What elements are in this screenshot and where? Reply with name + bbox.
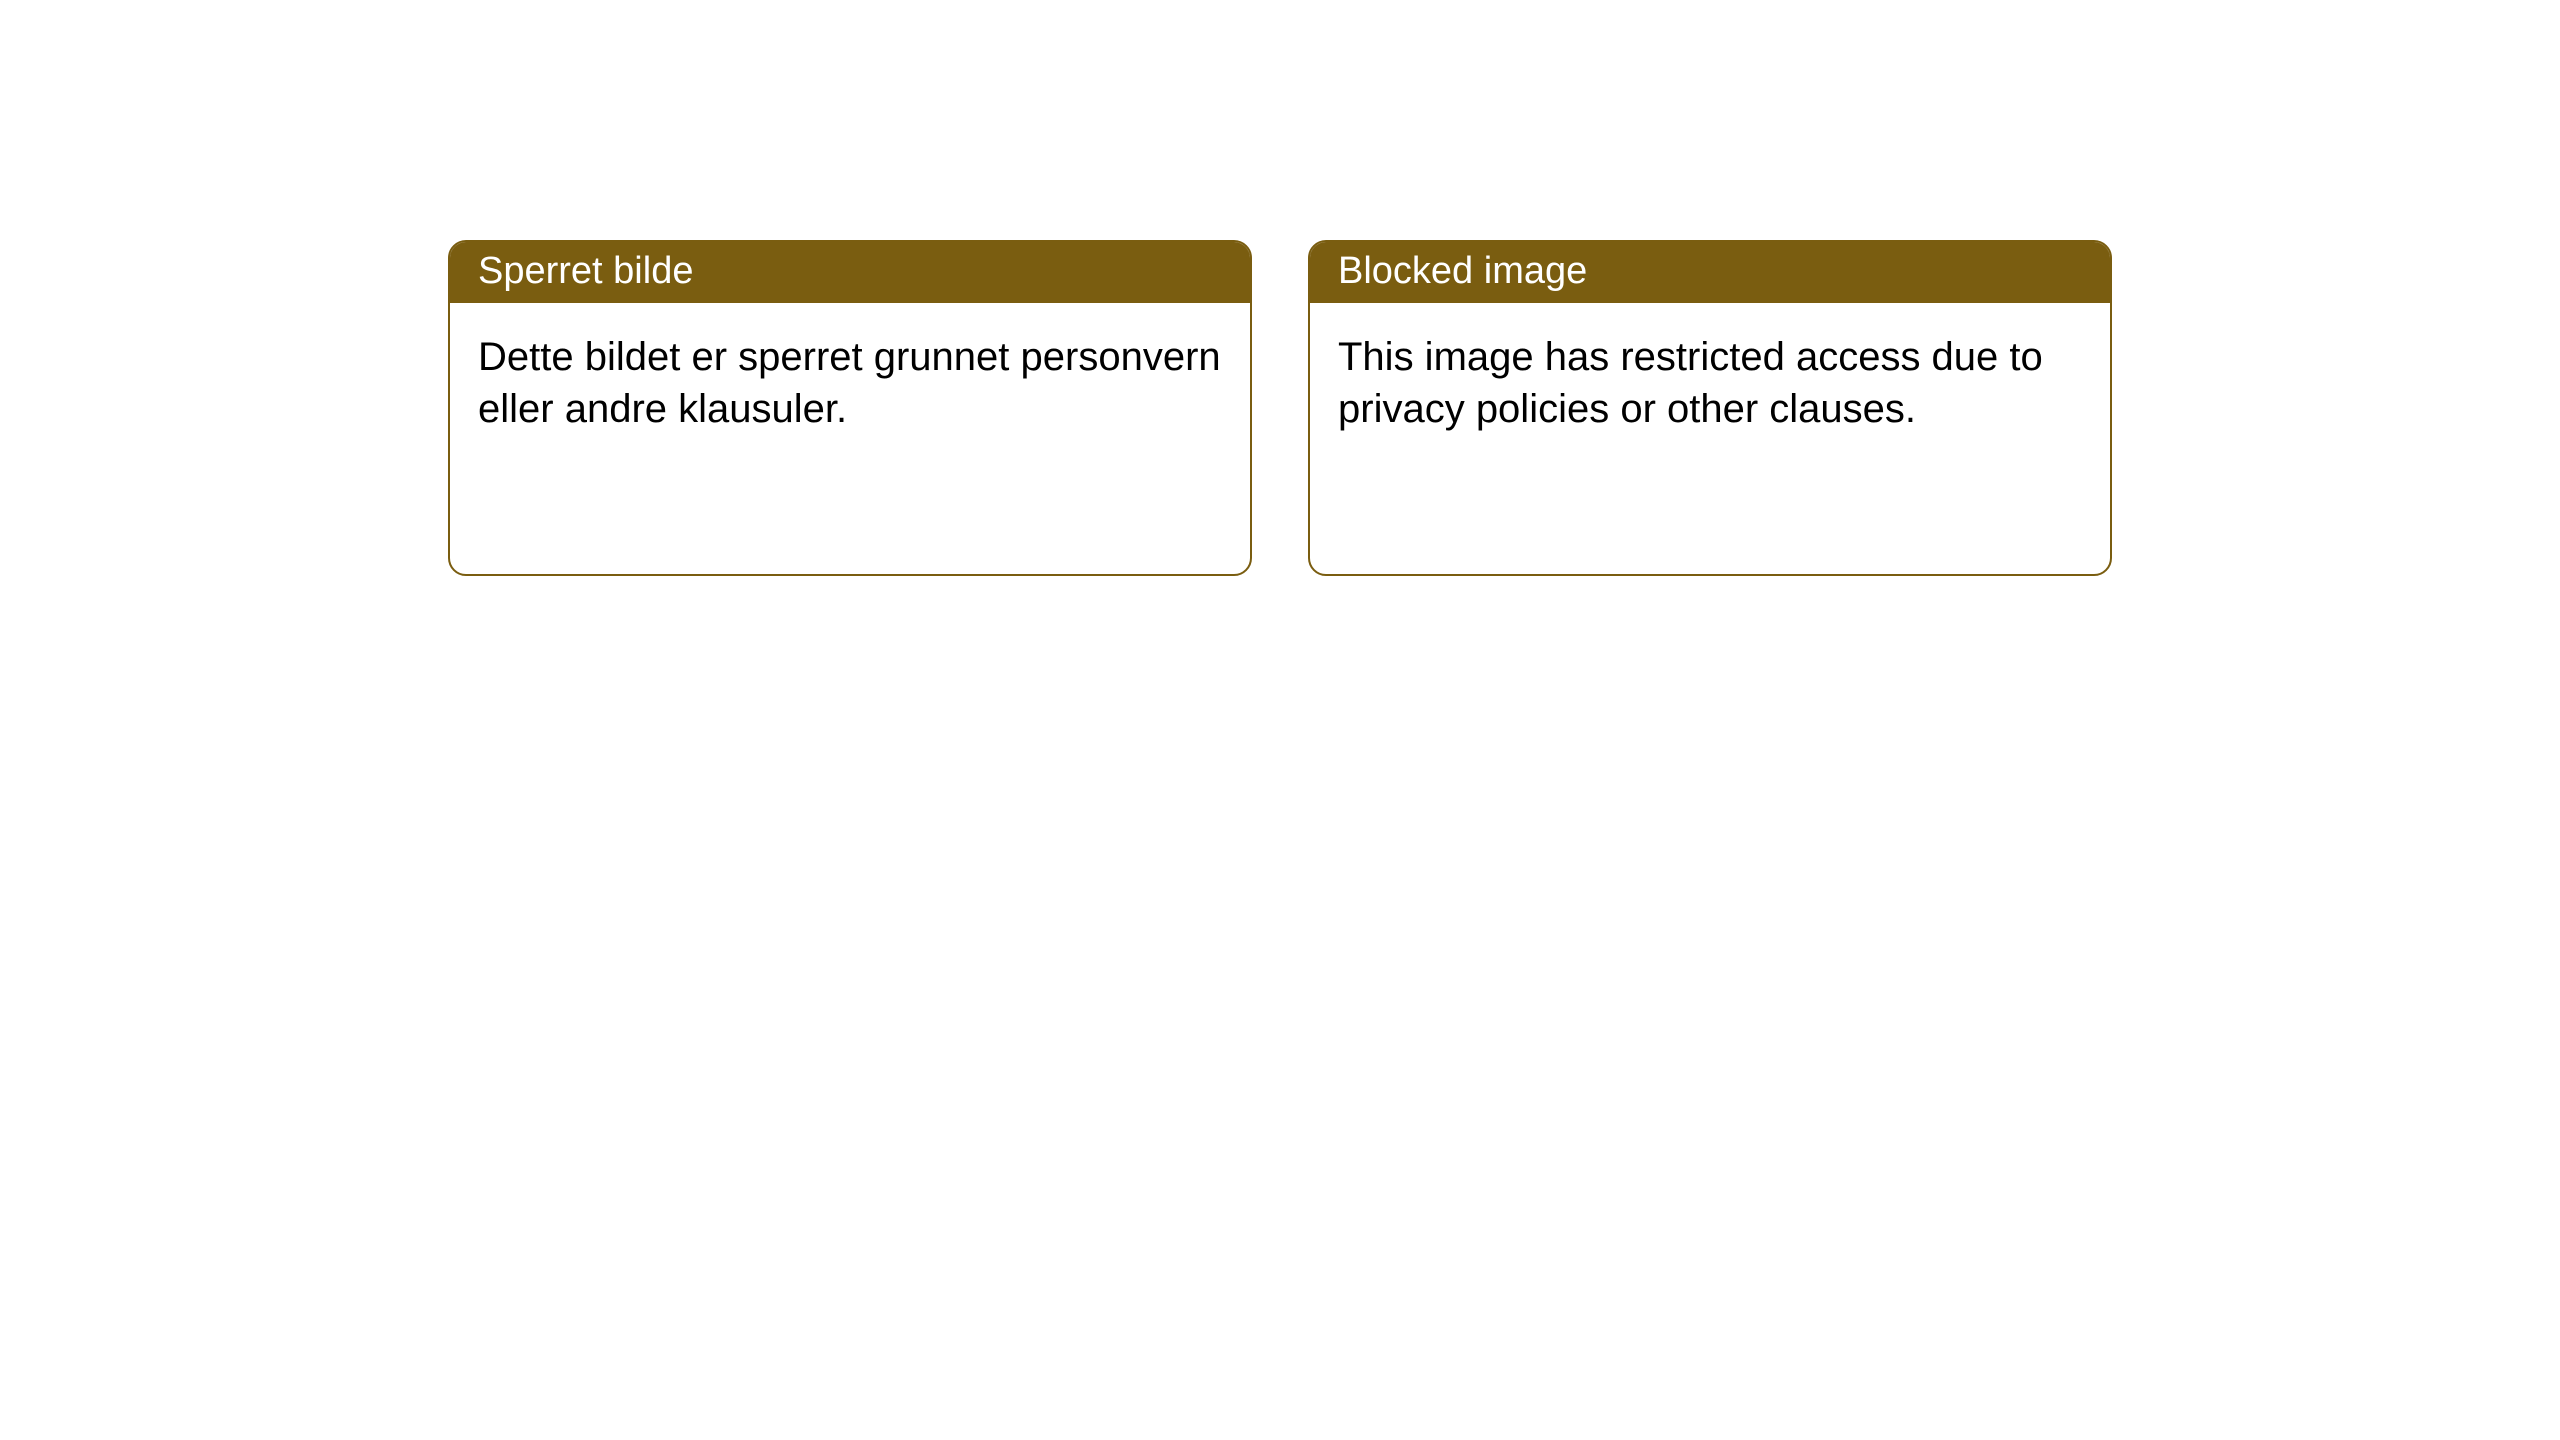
card-header: Sperret bilde [450, 242, 1250, 303]
card-header: Blocked image [1310, 242, 2110, 303]
blocked-image-card-english: Blocked image This image has restricted … [1308, 240, 2112, 576]
card-body: Dette bildet er sperret grunnet personve… [450, 303, 1250, 463]
notice-container: Sperret bilde Dette bildet er sperret gr… [0, 0, 2560, 576]
card-body: This image has restricted access due to … [1310, 303, 2110, 463]
blocked-image-card-norwegian: Sperret bilde Dette bildet er sperret gr… [448, 240, 1252, 576]
